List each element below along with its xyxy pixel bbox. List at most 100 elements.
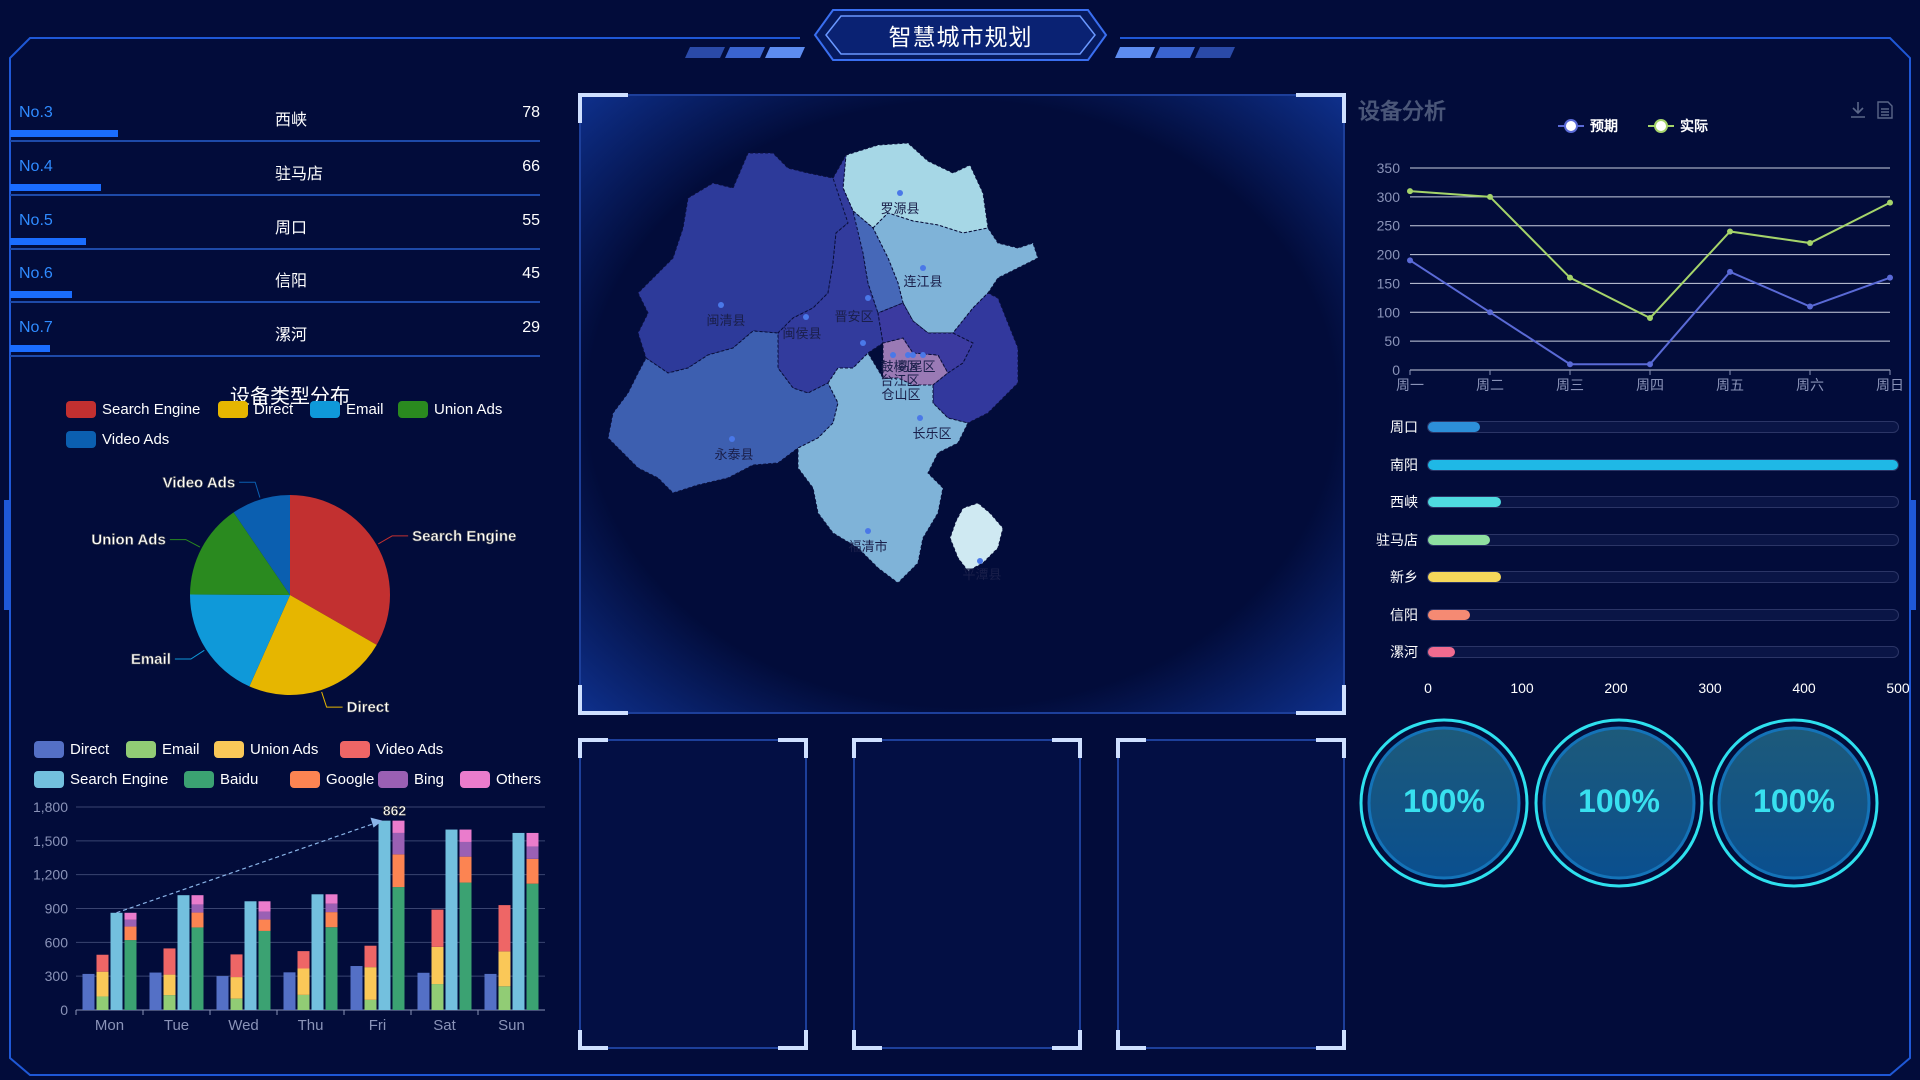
pie-slice: [249, 595, 377, 695]
rank-divider: [10, 194, 540, 196]
hbar-x-tick-label: 100: [1510, 680, 1534, 696]
stacked-bar-segment: [325, 927, 338, 1010]
rank-number: No.4: [19, 158, 53, 175]
rank-row: No.5 周口 55: [10, 204, 540, 256]
stacked-y-tick-label: 1,800: [33, 799, 68, 815]
stacked-legend-item[interactable]: Search Engine: [34, 771, 168, 788]
pie-slice-label: Email: [131, 651, 171, 668]
rank-value: 55: [522, 212, 540, 229]
pie-slice-label: Video Ads: [163, 474, 236, 491]
stacked-bar-chart: 0 300 600 900 1,200 1,500 1,800 Mon Tue Wed Thu Fri…: [33, 799, 545, 1034]
gauge-circle: [1709, 718, 1879, 888]
stacked-bar-segment: [325, 912, 338, 928]
pie-legend-item[interactable]: Video Ads: [66, 431, 169, 448]
hbar-fill: [1428, 609, 1471, 620]
stacked-bar-segment: [297, 994, 310, 1010]
rank-bar: [10, 184, 101, 191]
data-view-icon[interactable]: [1876, 100, 1894, 120]
stacked-bar-segment: [350, 966, 363, 1010]
line-data-point: [1567, 361, 1573, 368]
stacked-legend-item[interactable]: Bing: [378, 771, 444, 788]
line-legend-label[interactable]: 预期: [1590, 118, 1618, 134]
pie-label-line: [239, 481, 261, 498]
stacked-legend-item[interactable]: Direct: [34, 741, 109, 758]
stacked-bar-segment: [378, 820, 391, 1010]
stacked-legend-item[interactable]: Baidu: [184, 771, 258, 788]
rank-bar: [10, 345, 50, 352]
stacked-bar-segment: [325, 903, 338, 913]
stacked-bar-segment: [191, 895, 204, 905]
pie-legend-item[interactable]: Union Ads: [398, 401, 502, 418]
hbar-track: [1427, 533, 1899, 546]
pie-legend-item[interactable]: Email: [310, 401, 384, 418]
pie-legend-label: Video Ads: [102, 431, 170, 448]
stacked-legend-item[interactable]: Video Ads: [340, 741, 443, 758]
download-icon[interactable]: [1848, 100, 1868, 120]
trend-arrow-line: [116, 822, 377, 914]
rank-row: No.3 西峡 78: [10, 96, 540, 148]
hbar-x-tick-label: 300: [1698, 680, 1722, 696]
stacked-bar-segment: [244, 901, 257, 1010]
stacked-bar-segment: [163, 995, 176, 1010]
region-progress-panel: 周口 南阳 西峡 驻马店 新乡 信阳 漯河 0 100 200 300 400 500: [1358, 410, 1910, 700]
rank-bar: [10, 130, 118, 137]
line-data-point: [1727, 228, 1733, 235]
stacked-bar-segment: [364, 999, 377, 1010]
stacked-legend-item[interactable]: Union Ads: [214, 741, 318, 758]
pie-slice: [290, 495, 390, 645]
line-data-point: [1567, 274, 1573, 281]
stacked-legend-item[interactable]: Others: [460, 771, 541, 788]
stacked-legend-item[interactable]: Google: [290, 771, 374, 788]
stacked-bar-segment: [124, 919, 137, 927]
rank-bar: [10, 291, 72, 298]
map-region-pingtan: [949, 502, 1004, 572]
line-x-tick-label: 周一: [1396, 377, 1424, 393]
line-data-point: [1487, 309, 1493, 316]
pie-slice-label: Union Ads: [91, 532, 165, 549]
map-panel: 罗源县 连江县 闽清县 闽侯县 晋安区 鼓楼区 台江区 仓山区 马尾区 长乐区 永泰县 福清市 平潭县: [578, 93, 1346, 715]
line-y-tick-label: 100: [1377, 304, 1401, 320]
stacked-bar-segment: [364, 945, 377, 968]
pie-slice: [190, 512, 290, 595]
hbar-x-tick-label: 200: [1604, 680, 1628, 696]
rank-bar: [10, 238, 86, 245]
pie-legend-label: Email: [346, 401, 384, 418]
stacked-bar-segment: [230, 977, 243, 999]
hbar-track: [1427, 571, 1899, 583]
stacked-bar-segment: [498, 986, 511, 1010]
stacked-bar-segment: [191, 927, 204, 1010]
hbar-label: 南阳: [1390, 456, 1418, 473]
pie-label-line: [174, 649, 205, 660]
stacked-bar-segment: [459, 882, 472, 1010]
stacked-bar-segment: [124, 940, 137, 1010]
stacked-bar-segment: [417, 972, 430, 1010]
pie-slice-label: Direct: [347, 699, 390, 715]
pie-label-line: [169, 539, 201, 548]
line-data-point: [1407, 257, 1413, 264]
hbar-label: 周口: [1390, 419, 1418, 435]
stacked-bar-segment: [431, 946, 444, 985]
map-region-label: 平潭县: [962, 567, 1001, 582]
stacked-bar-segment: [431, 909, 444, 947]
stacked-bar-segment: [498, 905, 511, 952]
empty-box-3: [1116, 738, 1346, 1050]
line-y-tick-label: 200: [1377, 247, 1401, 263]
stacked-bar-segment: [364, 967, 377, 1000]
stacked-bar-segment: [526, 883, 539, 1010]
stacked-bar-segment: [230, 998, 243, 1010]
map-markers: [718, 190, 983, 564]
stacked-x-tick-label: Thu: [298, 1017, 324, 1034]
map-region-label: 闽侯县: [782, 326, 821, 341]
stacked-bar-segment: [431, 984, 444, 1010]
stacked-legend-label: Direct: [70, 741, 110, 758]
stacked-bar-segment: [392, 854, 405, 888]
hbar-track: [1427, 608, 1899, 621]
stacked-bar-segment: [258, 930, 271, 1010]
line-legend-marker: [1564, 119, 1578, 133]
stacked-bar-segment: [445, 829, 458, 1010]
empty-box-2: [852, 738, 1082, 1050]
line-legend-label[interactable]: 实际: [1680, 118, 1708, 134]
pie-legend-item[interactable]: Direct: [218, 401, 293, 418]
pie-legend-item[interactable]: Search Engine: [66, 401, 200, 418]
stacked-legend-item[interactable]: Email: [126, 741, 200, 758]
